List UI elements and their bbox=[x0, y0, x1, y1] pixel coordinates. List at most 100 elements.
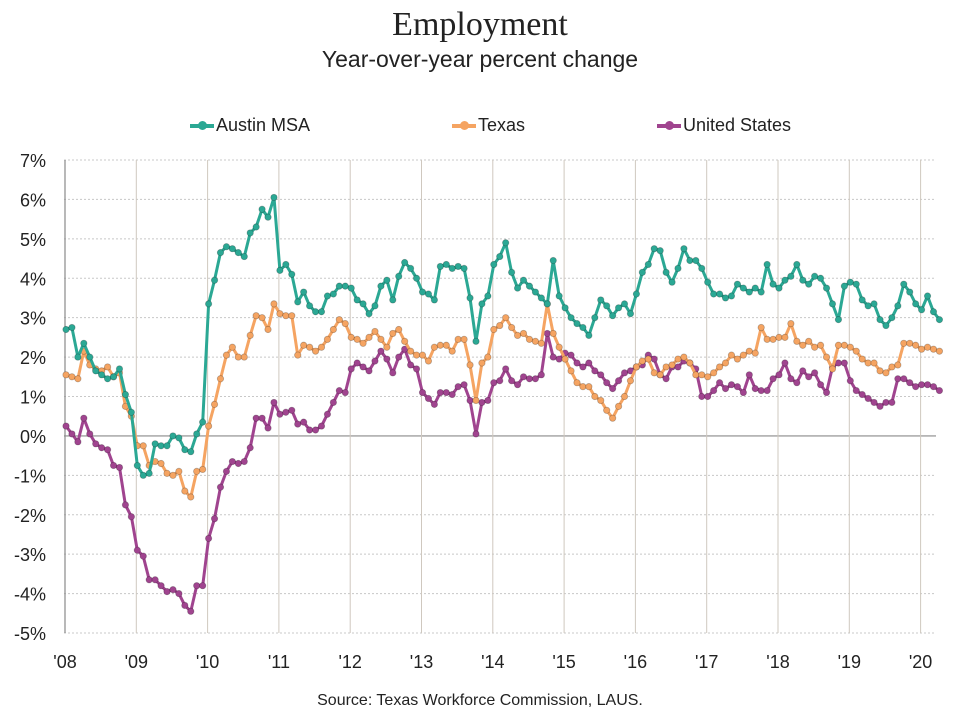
data-point bbox=[793, 337, 801, 345]
data-point bbox=[561, 355, 569, 363]
data-point bbox=[603, 302, 611, 310]
data-point bbox=[906, 288, 914, 296]
data-point bbox=[793, 260, 801, 269]
data-point bbox=[531, 375, 539, 383]
data-point bbox=[674, 355, 682, 363]
data-point bbox=[276, 266, 284, 274]
data-point bbox=[876, 367, 884, 375]
x-tick-label: '20 bbox=[909, 652, 932, 672]
data-point bbox=[555, 292, 563, 300]
data-point bbox=[710, 290, 718, 298]
data-point bbox=[811, 343, 819, 351]
data-point bbox=[751, 385, 759, 393]
data-point bbox=[424, 357, 433, 365]
data-point bbox=[852, 347, 860, 355]
data-point bbox=[103, 363, 112, 371]
data-point bbox=[294, 420, 302, 428]
data-point bbox=[816, 274, 825, 282]
data-point bbox=[424, 290, 433, 298]
data-point bbox=[852, 280, 860, 288]
data-point bbox=[300, 341, 308, 349]
data-point bbox=[240, 252, 248, 261]
data-point bbox=[626, 310, 635, 318]
data-point bbox=[270, 193, 278, 202]
data-point bbox=[210, 276, 219, 284]
data-point bbox=[389, 296, 397, 304]
data-point bbox=[638, 357, 646, 365]
data-point bbox=[288, 312, 296, 320]
data-point bbox=[614, 304, 623, 312]
data-point bbox=[549, 353, 557, 361]
x-tick-label: '15 bbox=[552, 652, 575, 672]
data-point bbox=[781, 359, 789, 367]
data-point bbox=[103, 375, 112, 383]
data-point bbox=[341, 388, 349, 397]
data-point bbox=[704, 278, 712, 286]
data-point bbox=[121, 390, 130, 399]
data-point bbox=[264, 325, 272, 334]
data-point bbox=[460, 381, 468, 389]
data-point bbox=[383, 355, 391, 363]
data-point bbox=[686, 256, 694, 265]
data-point bbox=[407, 264, 415, 272]
data-point bbox=[395, 353, 403, 361]
data-point bbox=[531, 288, 539, 296]
data-point bbox=[359, 300, 367, 308]
data-point bbox=[650, 245, 658, 253]
x-tick-label: '11 bbox=[268, 652, 290, 672]
data-point bbox=[573, 379, 581, 387]
data-point bbox=[698, 264, 706, 272]
data-point bbox=[603, 406, 611, 414]
data-point bbox=[193, 467, 201, 475]
data-point bbox=[834, 341, 843, 349]
data-point bbox=[662, 363, 670, 371]
data-point bbox=[181, 601, 189, 610]
data-point bbox=[579, 363, 587, 371]
data-point bbox=[573, 319, 581, 328]
data-point bbox=[365, 310, 373, 318]
data-point bbox=[525, 335, 534, 343]
data-point bbox=[727, 381, 736, 389]
data-point bbox=[371, 302, 379, 310]
data-point bbox=[555, 355, 563, 363]
data-point bbox=[513, 381, 522, 389]
data-point bbox=[175, 589, 183, 598]
data-point bbox=[888, 314, 896, 322]
data-point bbox=[508, 323, 516, 332]
data-point bbox=[775, 333, 783, 341]
data-point bbox=[585, 383, 593, 391]
y-tick-label: -3% bbox=[14, 545, 46, 565]
series-line-texas bbox=[65, 302, 940, 499]
y-tick-label: 7% bbox=[20, 151, 46, 171]
data-point bbox=[252, 312, 260, 320]
data-point bbox=[519, 373, 528, 381]
data-point bbox=[151, 576, 159, 584]
data-point bbox=[199, 465, 207, 474]
data-point bbox=[234, 249, 242, 257]
data-point bbox=[139, 552, 147, 560]
data-point bbox=[680, 245, 688, 253]
data-point bbox=[864, 394, 872, 403]
data-point bbox=[733, 280, 742, 288]
data-point bbox=[787, 319, 795, 328]
data-point bbox=[935, 316, 944, 324]
x-tick-label: '19 bbox=[838, 652, 861, 672]
data-point bbox=[537, 371, 545, 379]
data-point bbox=[288, 270, 296, 278]
data-point bbox=[888, 363, 896, 371]
y-tick-label: 0% bbox=[20, 427, 46, 447]
data-point bbox=[769, 375, 777, 383]
legend: Austin MSA Texas United States bbox=[0, 115, 960, 139]
data-point bbox=[888, 398, 896, 407]
data-point bbox=[745, 347, 753, 355]
data-point bbox=[276, 310, 284, 318]
data-point bbox=[436, 262, 444, 271]
data-point bbox=[86, 430, 94, 438]
data-point bbox=[163, 469, 171, 477]
y-tick-label: 5% bbox=[20, 230, 46, 250]
data-point bbox=[769, 335, 777, 343]
data-point bbox=[264, 424, 272, 432]
data-point bbox=[222, 243, 231, 251]
data-point bbox=[98, 444, 106, 452]
data-point bbox=[448, 390, 456, 399]
